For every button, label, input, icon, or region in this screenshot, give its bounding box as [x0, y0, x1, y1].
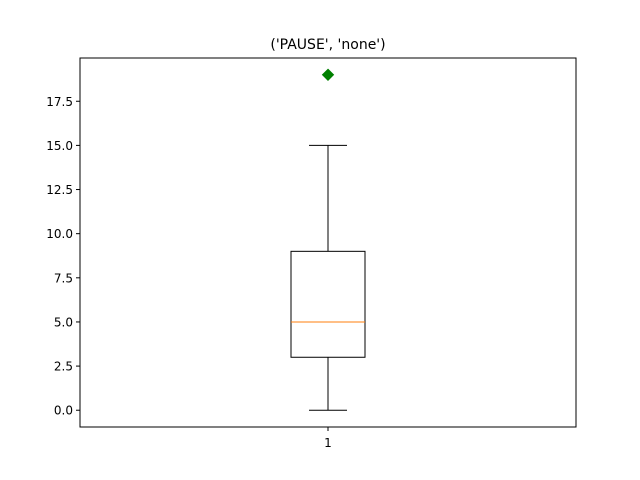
- y-axis: 0.0 2.5 5.0 7.5 10.0 12.5 15.0 17.5: [46, 95, 80, 418]
- y-tick-label: 10.0: [46, 227, 73, 241]
- box-series: [290, 68, 366, 411]
- y-tick-label: 12.5: [46, 183, 73, 197]
- y-tick-label: 15.0: [46, 139, 73, 153]
- y-tick-label: 0.0: [54, 404, 73, 418]
- x-axis: 1: [324, 427, 332, 450]
- outlier-point: [321, 68, 335, 81]
- x-tick-label: 1: [324, 436, 332, 450]
- y-tick-label: 2.5: [54, 360, 73, 374]
- y-tick-label: 7.5: [54, 271, 73, 285]
- y-tick-label: 5.0: [54, 315, 73, 329]
- box-iqr: [290, 250, 366, 358]
- chart-title: ('PAUSE', 'none'): [270, 37, 385, 53]
- y-tick-label: 17.5: [46, 95, 73, 109]
